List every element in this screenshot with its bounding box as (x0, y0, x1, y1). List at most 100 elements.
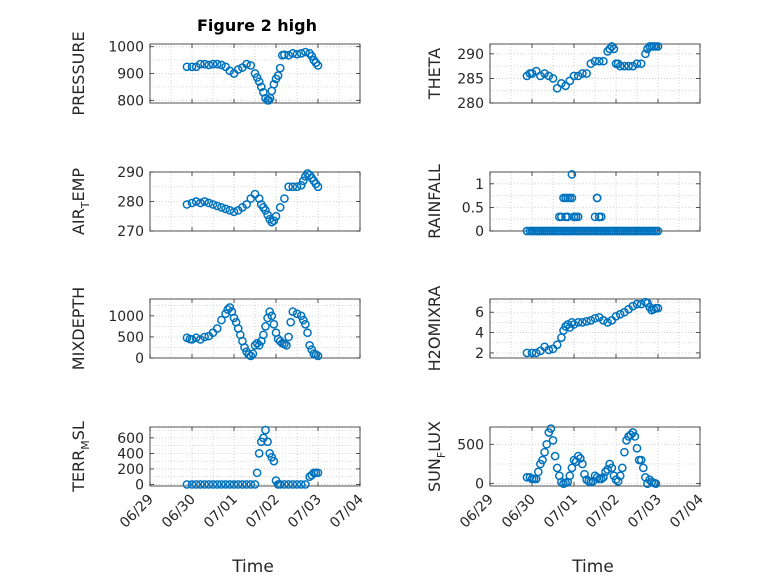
data-point (292, 480, 302, 489)
data-point (582, 69, 591, 78)
y-tick-label: 0 (135, 351, 144, 367)
x-tick-label: 07/02 (243, 492, 283, 532)
y-tick-label: 6 (475, 305, 484, 321)
data-point (567, 463, 577, 473)
x-tick-label: 06/29 (457, 492, 497, 532)
data-point (601, 467, 610, 477)
data-point (263, 437, 272, 447)
y-tick-label: 0 (475, 477, 484, 493)
data-point (586, 316, 596, 325)
data-point (242, 480, 251, 489)
data-point (254, 341, 264, 350)
data-point (578, 459, 587, 469)
x-tick-label: 06/30 (499, 492, 539, 532)
data-point (531, 66, 541, 76)
data-point (217, 480, 226, 489)
data-point (592, 472, 602, 482)
data-point (613, 476, 623, 486)
data-point (569, 212, 579, 222)
data-point (630, 432, 640, 441)
y-axis-label: MIXDEPTH (69, 287, 88, 370)
data-point (313, 182, 323, 192)
data-point (263, 210, 272, 220)
x-tick-label: 07/01 (201, 492, 241, 532)
data-point (628, 301, 638, 311)
data-point (200, 197, 209, 206)
data-point (204, 60, 214, 70)
y-axis-label: SUNFLUX (425, 421, 448, 492)
x-tick-label: 07/04 (327, 491, 367, 531)
data-point (182, 200, 192, 209)
data-point (284, 332, 293, 342)
data-point (246, 351, 256, 361)
data-point (594, 212, 604, 222)
data-point (233, 65, 243, 74)
data-point (275, 63, 285, 73)
data-point (275, 203, 285, 212)
x-tick-label: 06/30 (159, 492, 199, 532)
data-point (242, 59, 251, 69)
x-axis-label: Time (571, 557, 614, 577)
data-point (548, 74, 558, 83)
y-tick-label: 500 (457, 437, 484, 453)
data-point (254, 449, 264, 458)
y-tick-label: 200 (117, 462, 144, 478)
data-point (578, 69, 587, 78)
data-point (603, 318, 612, 327)
data-point (292, 309, 302, 319)
data-point (567, 318, 577, 327)
data-point (298, 315, 308, 325)
y-tick-label: 1 (475, 177, 484, 193)
data-point (573, 212, 583, 222)
data-point (313, 351, 323, 361)
data-point (575, 454, 585, 463)
y-tick-label: 280 (457, 96, 484, 112)
data-point (246, 61, 256, 70)
axes-box (149, 426, 361, 487)
data-point (303, 328, 312, 338)
data-point (246, 194, 256, 203)
data-point (301, 319, 310, 329)
x-tick-label: 07/02 (583, 492, 623, 532)
y-axis-label: TERRMSL (69, 421, 92, 493)
data-point (269, 456, 279, 466)
data-point (599, 472, 608, 482)
y-tick-label: 290 (457, 47, 484, 63)
data-point (313, 61, 323, 70)
data-point (280, 194, 289, 203)
data-point (313, 468, 323, 478)
y-tick-label: 0.5 (462, 200, 484, 216)
data-point (296, 180, 306, 190)
data-point (187, 62, 197, 72)
y-tick-label: 270 (117, 224, 144, 240)
y-axis-label: H2OMIXRA (425, 286, 444, 372)
data-point (271, 211, 281, 221)
y-tick-label: 1000 (108, 309, 144, 325)
data-point (596, 474, 606, 484)
data-point (548, 436, 558, 445)
data-point (590, 212, 600, 222)
data-point (615, 471, 625, 481)
data-point (288, 480, 298, 489)
y-tick-label: 285 (457, 71, 484, 87)
data-point (284, 480, 293, 489)
panel-air-temp: 270 280 290 AIRTEMP (69, 165, 361, 240)
y-tick-label: 900 (117, 67, 144, 83)
panel-theta: 280 285 290 THETA (425, 42, 701, 112)
data-point (573, 71, 583, 81)
x-axis-label: Time (231, 557, 274, 577)
data-point (563, 193, 573, 203)
data-point (536, 71, 545, 81)
data-point (651, 479, 661, 488)
data-point (544, 71, 554, 81)
data-point (573, 318, 583, 327)
data-point (208, 200, 218, 209)
axes-box (149, 298, 361, 359)
y-tick-label: 2 (475, 346, 484, 362)
data-point (561, 212, 570, 222)
data-point (617, 463, 627, 473)
data-point (217, 203, 226, 212)
data-point (217, 315, 226, 325)
data-point (225, 303, 235, 312)
data-point (221, 204, 230, 214)
